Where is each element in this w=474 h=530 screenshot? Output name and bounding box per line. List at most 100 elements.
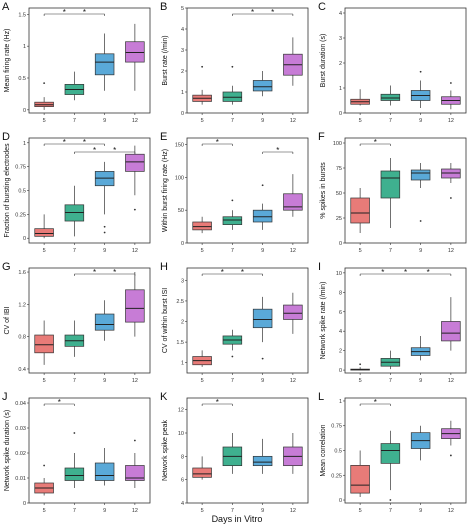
plot-area xyxy=(28,137,151,244)
y-tick-label: 6 xyxy=(181,478,184,484)
x-tick-label: 12 xyxy=(290,118,296,124)
x-tick-label: 12 xyxy=(132,248,138,254)
x-tick-label: 7 xyxy=(389,508,392,514)
y-tick-label: 1 xyxy=(23,44,26,50)
x-tick-label: 5 xyxy=(359,118,362,124)
x-tick-label: 9 xyxy=(419,118,422,124)
x-tick-label: 5 xyxy=(359,378,362,384)
panel-letter: D xyxy=(2,131,10,143)
significance-star: * xyxy=(374,398,377,407)
plot-area xyxy=(344,267,467,374)
y-tick-label: 0 xyxy=(339,241,342,247)
significance-star: * xyxy=(241,268,244,277)
y-tick-label: 4 xyxy=(181,27,184,33)
box xyxy=(350,197,370,224)
x-tick-label: 5 xyxy=(201,248,204,254)
y-tick-label: 100 xyxy=(175,175,184,181)
x-tick-label: 9 xyxy=(261,118,264,124)
y-tick-label: 0 xyxy=(23,501,26,507)
y-tick-label: 4 xyxy=(181,501,184,507)
outlier-point xyxy=(231,199,234,202)
x-tick-label: 7 xyxy=(231,248,234,254)
panel-g: G CV of IBI 0.4 0.8 1.2 1.6 5 7 9 12 * * xyxy=(0,260,158,390)
outlier-point xyxy=(419,220,422,222)
x-tick-label: 5 xyxy=(43,118,46,124)
significance-star: * xyxy=(113,268,116,277)
y-tick-label: 0.8 xyxy=(18,335,26,341)
y-tick-label: 100 xyxy=(333,141,342,147)
y-tick-label: 1.5 xyxy=(18,12,26,18)
outlier-point xyxy=(103,225,106,228)
y-tick-label: 75 xyxy=(336,166,342,172)
y-tick-label: 2 xyxy=(339,349,342,355)
outlier-point xyxy=(449,454,452,457)
significance-star: * xyxy=(251,8,254,17)
panel-h: H CV of within burst ISI 1 1.5 2 2.5 3 5 7 9 12 * * xyxy=(158,260,316,390)
panel-svg: L Mean correlation 0 0.25 0.5 0.75 1 5 7 9 12 * xyxy=(318,391,467,514)
x-tick-label: 7 xyxy=(231,508,234,514)
panel-letter: J xyxy=(2,391,8,403)
y-tick-label: 1 xyxy=(339,399,342,405)
plot-area xyxy=(186,267,309,374)
significance-star: * xyxy=(113,146,116,155)
significance-star: * xyxy=(63,8,66,17)
box xyxy=(94,53,115,76)
outlier-point xyxy=(231,65,234,68)
box xyxy=(192,467,212,478)
panel-c: C Burst duration (s) 0 1 2 3 4 5 7 9 12 xyxy=(316,0,474,130)
significance-star: * xyxy=(83,138,86,147)
x-tick-label: 7 xyxy=(389,248,392,254)
y-tick-label: 2 xyxy=(181,69,184,75)
box xyxy=(410,169,431,181)
y-tick-label: 0.5 xyxy=(18,189,26,195)
panel-l: L Mean correlation 0 0.25 0.5 0.75 1 5 7 9 12 * xyxy=(316,390,474,520)
y-tick-label: 0 xyxy=(339,111,342,117)
panel-svg: F % spikes in bursts 0 25 50 75 100 5 7 9 12 * xyxy=(318,131,467,254)
y-tick-label: 0.25 xyxy=(15,212,26,218)
x-tick-label: 12 xyxy=(132,378,138,384)
outlier-point xyxy=(43,464,46,467)
outlier-point xyxy=(231,355,234,358)
box xyxy=(125,41,145,63)
outlier-point xyxy=(419,70,422,73)
y-tick-label: 1.2 xyxy=(18,302,26,308)
x-tick-label: 7 xyxy=(73,248,76,254)
panel-letter: L xyxy=(318,391,324,403)
box xyxy=(283,304,303,320)
significance-star: * xyxy=(216,138,219,147)
box xyxy=(252,209,273,223)
y-tick-label: 50 xyxy=(336,191,342,197)
x-tick-label: 5 xyxy=(201,118,204,124)
x-tick-label: 9 xyxy=(103,248,106,254)
outlier-point xyxy=(449,82,452,84)
panel-svg: J Network spike duration (s) 0 0.01 0.02 0.03… xyxy=(2,391,151,514)
y-tick-label: 1.6 xyxy=(18,270,26,276)
significance-star: * xyxy=(216,398,219,407)
panel-k: K Network spike peak 4 6 8 10 12 5 7 9 12 * xyxy=(158,390,316,520)
panel-letter: C xyxy=(318,1,326,13)
y-tick-label: 10 xyxy=(178,431,184,437)
y-tick-label: 6 xyxy=(339,310,342,316)
panel-f: F % spikes in bursts 0 25 50 75 100 5 7 9 12 * xyxy=(316,130,474,260)
x-tick-label: 9 xyxy=(261,248,264,254)
x-tick-label: 7 xyxy=(73,378,76,384)
box xyxy=(252,308,273,329)
panel-svg: H CV of within burst ISI 1 1.5 2 2.5 3 5 7 9 12 * * xyxy=(160,261,309,384)
y-tick-label: 2 xyxy=(181,320,184,326)
y-axis-label: Fraction of bursting electrodes xyxy=(4,143,11,238)
panel-letter: I xyxy=(318,261,321,273)
panel-letter: B xyxy=(160,1,167,13)
x-tick-label: 5 xyxy=(43,378,46,384)
y-tick-label: 0 xyxy=(339,368,342,374)
y-tick-label: 150 xyxy=(175,143,184,149)
y-axis-label: Mean firing rate (Hz) xyxy=(4,29,11,93)
y-axis-label: Network spike rate (/min) xyxy=(320,282,327,360)
box xyxy=(283,193,303,211)
y-tick-label: 0 xyxy=(23,236,26,242)
box xyxy=(34,334,54,354)
y-tick-label: 0.04 xyxy=(15,401,26,407)
box xyxy=(252,80,273,92)
y-tick-label: 0.01 xyxy=(15,476,26,482)
x-tick-label: 12 xyxy=(448,248,454,254)
